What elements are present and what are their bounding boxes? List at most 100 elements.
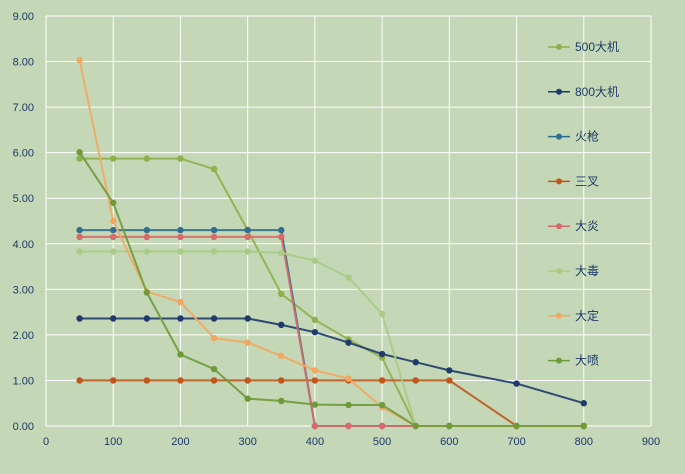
data-point — [311, 422, 319, 430]
legend-label: 500大机 — [575, 40, 619, 54]
y-tick-label: 6.00 — [13, 148, 34, 160]
y-tick-label: 0.00 — [13, 421, 34, 433]
data-point — [76, 226, 83, 234]
y-tick-label: 2.00 — [13, 330, 34, 342]
data-point — [110, 377, 117, 384]
data-point — [412, 359, 419, 366]
data-point — [345, 274, 352, 281]
data-point — [76, 155, 83, 162]
data-point — [278, 377, 285, 384]
data-point — [110, 155, 117, 162]
data-point — [345, 339, 352, 346]
legend-item: 火枪 — [548, 129, 599, 144]
data-point — [311, 367, 319, 374]
data-point — [143, 377, 151, 384]
data-point — [110, 248, 117, 255]
y-tick-label: 8.00 — [13, 57, 34, 69]
data-point — [143, 248, 151, 255]
data-point — [311, 316, 319, 324]
data-point — [177, 155, 184, 162]
data-point — [110, 233, 117, 241]
data-point — [177, 315, 184, 322]
data-point — [110, 217, 117, 225]
y-tick-label: 5.00 — [13, 193, 34, 205]
legend-label: 大炎 — [575, 219, 599, 233]
data-point — [580, 422, 587, 430]
data-point — [244, 339, 251, 346]
data-point — [76, 233, 83, 241]
data-point — [177, 226, 184, 234]
data-point — [110, 199, 117, 206]
data-point — [76, 248, 83, 255]
data-point — [513, 380, 520, 387]
data-point — [412, 422, 419, 430]
legend-label: 三叉 — [575, 174, 599, 188]
data-point — [278, 321, 285, 329]
data-point — [311, 257, 319, 264]
data-point — [278, 233, 285, 241]
data-point — [177, 298, 184, 306]
data-point — [210, 248, 218, 255]
data-point — [76, 56, 83, 64]
data-point — [143, 155, 151, 162]
data-point — [278, 352, 285, 360]
series-layer — [76, 56, 587, 430]
data-point — [143, 289, 151, 296]
axis-tick-labels: 0.00 1.00 2.00 3.00 4.00 5.00 6.00 7.00 8.00 9.00… — [13, 11, 661, 448]
data-point — [210, 315, 218, 322]
data-point — [278, 397, 285, 405]
legend-swatch-marker — [556, 268, 562, 274]
data-point — [311, 328, 319, 336]
x-tick-label: 800 — [575, 436, 593, 448]
legend-item: 800大机 — [548, 85, 619, 99]
data-point — [446, 422, 453, 430]
x-tick-label: 200 — [171, 436, 189, 448]
data-point — [244, 315, 251, 322]
legend-swatch-marker — [556, 88, 562, 95]
data-point — [244, 233, 251, 241]
data-point — [345, 375, 352, 382]
data-point — [143, 233, 151, 241]
data-point — [513, 422, 520, 430]
x-tick-label: 700 — [507, 436, 525, 448]
data-point — [446, 367, 453, 374]
data-point — [244, 226, 251, 234]
data-point — [244, 395, 251, 402]
data-point — [345, 422, 352, 430]
x-tick-label: 600 — [440, 436, 458, 448]
data-point — [76, 315, 83, 322]
data-point — [76, 377, 83, 384]
legend-item: 三叉 — [548, 174, 599, 188]
data-point — [378, 377, 386, 384]
legend-item: 500大机 — [548, 40, 619, 54]
series-4 — [76, 377, 587, 430]
legend-swatch-marker — [556, 44, 562, 50]
x-tick-label: 100 — [104, 436, 122, 448]
x-tick-label: 900 — [642, 436, 660, 448]
legend-swatch-marker — [556, 178, 562, 185]
data-point — [143, 226, 151, 234]
data-point — [210, 377, 218, 384]
data-point — [412, 377, 419, 384]
data-point — [110, 315, 117, 322]
x-tick-label: 400 — [306, 436, 324, 448]
data-point — [446, 377, 453, 384]
y-tick-label: 3.00 — [13, 284, 34, 296]
data-point — [345, 401, 352, 409]
data-point — [210, 226, 218, 234]
legend-swatch-marker — [556, 357, 562, 364]
data-point — [177, 351, 184, 358]
legend-label: 火枪 — [575, 129, 599, 144]
legend-swatch-marker — [556, 133, 562, 140]
x-tick-label: 300 — [238, 436, 256, 448]
data-point — [76, 149, 83, 156]
legend-swatch-marker — [556, 312, 562, 319]
data-point — [378, 310, 386, 318]
legend-item: 大毒 — [548, 264, 599, 278]
series-line — [79, 379, 584, 427]
data-point — [278, 226, 285, 234]
legend-label: 800大机 — [575, 85, 619, 99]
data-point — [143, 315, 151, 322]
series-8 — [76, 149, 587, 430]
